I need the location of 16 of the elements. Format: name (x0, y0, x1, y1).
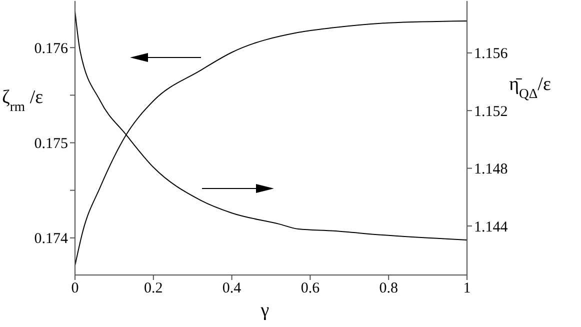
y-tick-label: 0.176 (34, 40, 68, 57)
y2-tick-label: 1.144 (474, 219, 508, 236)
x-tick-label: 0.4 (222, 280, 242, 297)
y2-tick-label: 1.156 (474, 46, 508, 62)
y2-axis-title: η̄$_{QΔ}$/ε (509, 74, 551, 100)
x-tick-label: 0.6 (300, 280, 320, 297)
x-tick-label: 0 (71, 280, 79, 297)
y-tick-label: 0.175 (34, 136, 68, 152)
y2-tick-label: 1.152 (474, 104, 508, 120)
y-tick-label: 0.174 (34, 231, 68, 248)
x-axis-title: γ (260, 300, 270, 321)
y-axis-title: ζ$_{rm}$ /ε (2, 87, 44, 114)
x-tick-label: 1 (463, 280, 471, 297)
x-tick-label: 0.8 (379, 280, 398, 297)
x-tick-label: 0.2 (144, 280, 163, 297)
y2-tick-label: 1.148 (474, 162, 508, 178)
